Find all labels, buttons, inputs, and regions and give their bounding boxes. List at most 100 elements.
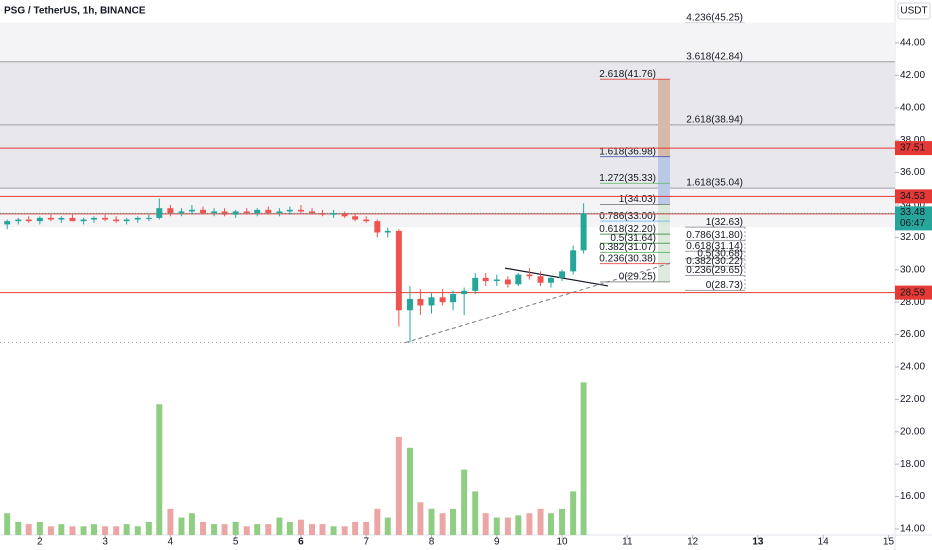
volume-bar: [319, 524, 326, 535]
volume-bar: [134, 526, 141, 535]
candle-body: [309, 211, 316, 214]
candle-body: [352, 216, 359, 220]
volume-bar: [580, 382, 587, 535]
candle-body: [167, 208, 174, 214]
candle-body: [482, 277, 489, 282]
candle-body: [493, 279, 500, 282]
volume-bar: [309, 524, 316, 535]
x-tick-label: 3: [102, 537, 108, 548]
candle-body: [25, 219, 32, 222]
candle-body: [417, 298, 424, 306]
fib-label: 3.618(42.84): [686, 51, 743, 62]
fib-label: 0.382(30.22): [686, 256, 743, 267]
volume-bar: [504, 517, 511, 535]
x-tick-label: 5: [233, 537, 239, 548]
fib-zone: [0, 22, 895, 62]
candle-body: [319, 213, 326, 215]
candle-body: [363, 219, 370, 222]
fib-label: 1(34.03): [619, 194, 656, 205]
volume-bar: [123, 524, 130, 535]
candle-body: [254, 209, 261, 214]
trend-line: [504, 267, 609, 287]
volume-bar: [47, 526, 54, 535]
volume-bar: [4, 513, 11, 535]
candle-body: [15, 219, 22, 222]
fib-label: 0.5(31.64): [610, 233, 656, 244]
volume-bar: [156, 404, 163, 535]
volume-bar: [352, 521, 359, 535]
candle-body: [395, 230, 402, 311]
volume-bar: [493, 517, 500, 535]
volume-bar: [384, 517, 391, 535]
candle-body: [47, 217, 54, 220]
x-tick-label: 2: [37, 537, 43, 548]
candle-body: [145, 217, 152, 219]
volume-bar: [547, 513, 554, 535]
volume-bar: [363, 521, 370, 535]
x-tick-label: 4: [168, 537, 174, 548]
volume-bar: [91, 524, 97, 535]
last-price-label: 33.48: [900, 207, 925, 218]
candle-body: [200, 209, 207, 214]
volume-bar: [406, 447, 413, 535]
x-tick-label: 9: [494, 537, 500, 548]
last-price-box: [895, 206, 932, 231]
fib-label: 1.618(35.04): [686, 178, 743, 189]
level-box: [895, 189, 932, 204]
candle-body: [211, 211, 218, 214]
fib-label: 0.5(30.68): [697, 248, 743, 259]
volume-bar: [221, 524, 228, 535]
volume-bar: [167, 508, 174, 535]
fib-label: 0.786(31.80): [686, 230, 743, 241]
volume-bar: [526, 513, 533, 535]
fib-label: 2.618(38.94): [686, 115, 743, 126]
x-tick-label: 6: [298, 537, 304, 548]
y-tick-label: 34.00: [900, 200, 925, 211]
volume-bar: [537, 508, 544, 535]
y-tick-label: 24.00: [900, 362, 925, 373]
volume-bar: [211, 524, 218, 535]
candle-body: [472, 277, 479, 291]
volume-bar: [439, 513, 446, 535]
volume-bar: [286, 521, 293, 535]
candle-body: [265, 209, 272, 214]
volume-bar: [341, 526, 348, 535]
candle-body: [580, 213, 587, 251]
fib-label: 1.272(35.33): [599, 173, 656, 184]
y-tick-label: 36.00: [900, 167, 925, 178]
volume-bar: [113, 526, 120, 535]
candle-body: [243, 211, 250, 214]
volume-bar: [15, 521, 22, 535]
fib-label: 0.236(29.65): [686, 265, 743, 276]
x-tick-label: 14: [818, 537, 830, 548]
volume-bar: [188, 513, 195, 535]
candle-body: [374, 221, 381, 233]
x-tick-label: 12: [687, 537, 699, 548]
level-box: [895, 285, 932, 300]
y-tick-label: 32.00: [900, 232, 925, 243]
y-tick-label: 42.00: [900, 70, 925, 81]
candle-body: [113, 219, 120, 222]
volume-bar: [145, 521, 152, 535]
candle-body: [461, 290, 468, 295]
currency-box[interactable]: [897, 2, 931, 20]
countdown: 06:47: [900, 218, 925, 229]
currency[interactable]: USDT: [900, 6, 927, 17]
volume-bar: [265, 524, 272, 535]
x-tick-label: 11: [622, 537, 633, 548]
y-tick-label: 26.00: [900, 329, 925, 340]
volume-bar: [276, 517, 283, 535]
fib-label: 1(32.63): [706, 217, 743, 228]
candle-body: [58, 217, 65, 220]
fib-label: 0.382(31.07): [599, 242, 656, 253]
volume-bar: [25, 524, 32, 535]
fib-label: 0(28.73): [706, 280, 743, 291]
fib-zone: [0, 188, 895, 228]
candle-body: [91, 217, 97, 220]
fib-label: 0(29.25): [619, 272, 656, 283]
level-box: [895, 141, 932, 156]
candle-body: [36, 217, 43, 222]
y-tick-label: 30.00: [900, 264, 925, 275]
